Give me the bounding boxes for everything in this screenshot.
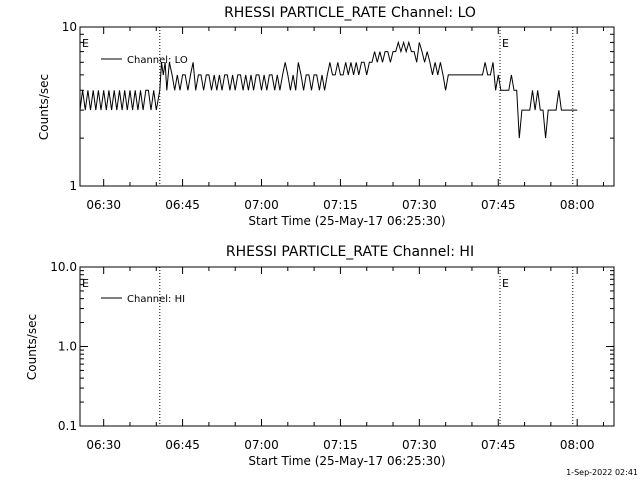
lo-x-tick-label: 07:15 xyxy=(323,198,358,212)
lo-channel-panel: RHESSI PARTICLE_RATE Channel: LO Counts/… xyxy=(37,5,615,228)
lo-x-tick-label: 07:00 xyxy=(244,198,279,212)
lo-y-axis-label: Counts/sec xyxy=(37,74,51,140)
hi-event-marker: E xyxy=(502,277,509,290)
lo-x-tick-label: 07:30 xyxy=(402,198,437,212)
plot-timestamp: 1-Sep-2022 02:41 xyxy=(566,468,638,477)
lo-x-tick-label: 06:30 xyxy=(86,198,121,212)
lo-series-line xyxy=(79,40,578,139)
hi-y-tick-label: 0.1 xyxy=(58,419,77,433)
lo-x-axis-label: Start Time (25-May-17 06:25:30) xyxy=(248,214,445,228)
hi-x-tick-label: 07:45 xyxy=(481,438,516,452)
lo-x-tick-label: 06:45 xyxy=(165,198,200,212)
hi-y-tick-label: 10.0 xyxy=(50,260,77,274)
hi-x-axis-label: Start Time (25-May-17 06:25:30) xyxy=(248,454,445,468)
lo-chart-title: RHESSI PARTICLE_RATE Channel: LO xyxy=(224,5,476,21)
lo-axis-ticks: 06:30 06:45 07:00 07:15 07:30 07:45 08:00 1 10 xyxy=(62,20,614,212)
hi-x-tick-label: 07:00 xyxy=(244,438,279,452)
lo-x-tick-label: 08:00 xyxy=(560,198,595,212)
lo-legend: Channel: LO xyxy=(101,55,188,66)
hi-axis-ticks: 06:30 06:45 07:00 07:15 07:30 07:45 08:00 0.1 1.… xyxy=(50,260,614,452)
hi-event-marker: E xyxy=(82,277,89,290)
lo-event-marker: E xyxy=(82,37,89,50)
hi-legend-label: Channel: HI xyxy=(127,294,185,305)
hi-x-tick-label: 06:45 xyxy=(165,438,200,452)
lo-legend-label: Channel: LO xyxy=(127,55,188,66)
hi-y-tick-label: 1.0 xyxy=(58,340,77,354)
hi-channel-panel: RHESSI PARTICLE_RATE Channel: HI Counts/… xyxy=(25,244,615,468)
hi-legend: Channel: HI xyxy=(101,294,185,305)
lo-y-tick-label: 10 xyxy=(62,20,77,34)
lo-y-tick-label: 1 xyxy=(69,179,77,193)
lo-event-marker: E xyxy=(502,37,509,50)
hi-x-tick-label: 07:15 xyxy=(323,438,358,452)
hi-x-tick-label: 07:30 xyxy=(402,438,437,452)
lo-x-tick-label: 07:45 xyxy=(481,198,516,212)
hi-chart-title: RHESSI PARTICLE_RATE Channel: HI xyxy=(226,244,474,260)
hi-x-tick-label: 08:00 xyxy=(560,438,595,452)
hi-y-axis-label: Counts/sec xyxy=(25,314,39,380)
lo-data-layer xyxy=(79,40,578,139)
hi-x-tick-label: 06:30 xyxy=(86,438,121,452)
